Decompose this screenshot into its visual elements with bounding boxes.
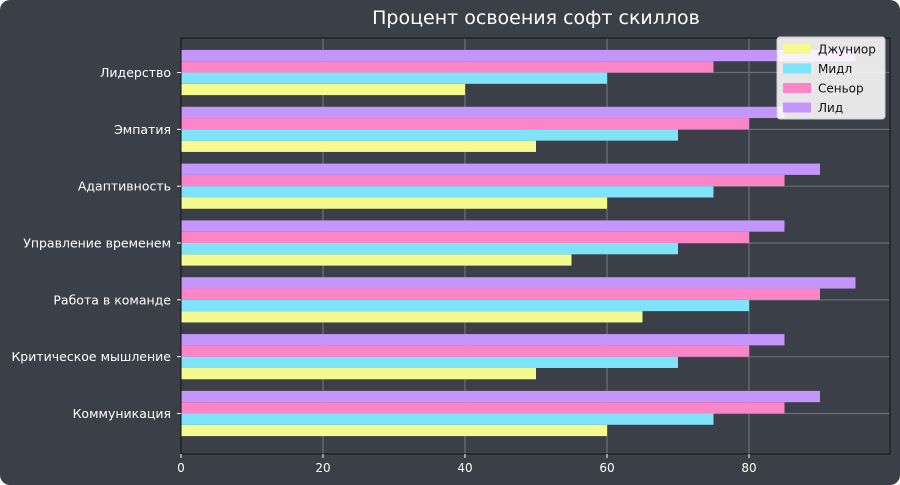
bar-3-3: [181, 220, 785, 232]
bar-1-6: [181, 72, 607, 84]
bar-3-6: [181, 49, 856, 62]
legend-box: [776, 36, 886, 120]
legend-swatch-2: [783, 83, 811, 93]
bar-1-0: [181, 413, 714, 425]
category-label-3: Управление временем: [23, 236, 171, 251]
x-tick-label-3: 60: [599, 461, 614, 475]
bars: [181, 49, 856, 437]
bar-2-6: [181, 61, 714, 73]
bar-3-2: [181, 277, 856, 289]
category-label-6: Лидерство: [100, 65, 171, 80]
x-axis: 0 20 40 60 80: [177, 454, 757, 475]
bar-3-4: [181, 163, 820, 175]
legend-label-0: Джуниор: [818, 43, 876, 57]
category-label-4: Адаптивность: [78, 179, 171, 194]
category-label-0: Коммуникация: [73, 406, 171, 421]
x-tick-label-0: 0: [177, 461, 185, 475]
legend-label-2: Сеньор: [818, 82, 864, 96]
bar-1-4: [181, 186, 714, 198]
bar-0-2: [181, 311, 643, 323]
bar-0-5: [181, 140, 536, 152]
bar-2-4: [181, 174, 785, 187]
bar-1-5: [181, 129, 678, 141]
plot-area: [180, 37, 891, 455]
legend-swatch-1: [783, 63, 811, 74]
category-label-5: Эмпатия: [114, 122, 171, 137]
legend-label-1: Мидл: [818, 62, 852, 76]
bar-0-4: [181, 197, 607, 209]
bar-2-2: [181, 288, 820, 300]
bar-0-1: [181, 367, 536, 380]
category-label-2: Работа в команде: [53, 292, 171, 307]
bar-1-1: [181, 356, 678, 368]
y-axis: Коммуникация Критическое мышление Работа в…: [11, 65, 181, 421]
bar-3-5: [181, 106, 785, 119]
x-tick-label-1: 20: [315, 461, 330, 475]
bar-0-0: [181, 424, 607, 437]
category-label-1: Критическое мышление: [11, 349, 171, 364]
bar-0-3: [181, 254, 572, 266]
legend: Джуниор Мидл Сеньор Лид: [776, 36, 886, 120]
legend-label-3: Лид: [818, 101, 843, 115]
bar-1-3: [181, 243, 678, 255]
bar-2-5: [181, 118, 749, 130]
x-tick-label-4: 80: [741, 461, 756, 475]
bar-1-2: [181, 299, 749, 312]
bar-2-3: [181, 231, 749, 244]
x-tick-label-2: 40: [457, 461, 472, 475]
legend-swatch-0: [783, 44, 811, 54]
bar-0-6: [181, 83, 465, 96]
bar-2-1: [181, 345, 749, 357]
chart-title: Процент освоения софт скиллов: [372, 7, 700, 29]
bar-3-1: [181, 334, 785, 346]
bar-3-0: [181, 390, 820, 403]
legend-swatch-3: [783, 102, 811, 113]
bar-2-0: [181, 402, 785, 414]
